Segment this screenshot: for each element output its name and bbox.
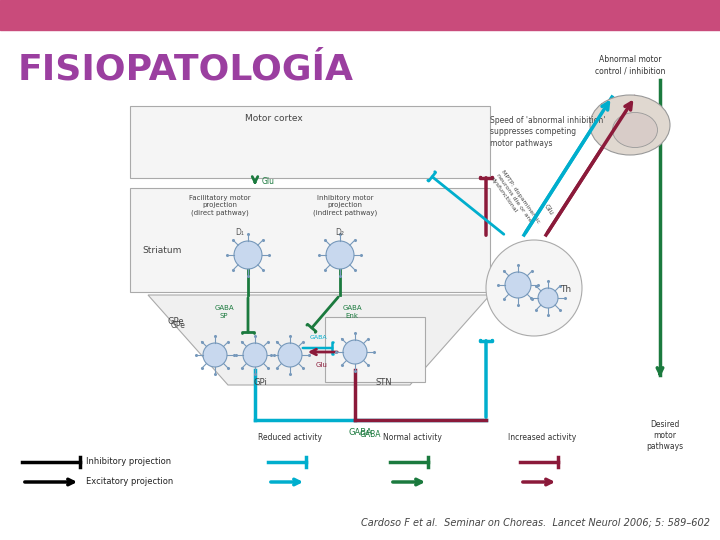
Circle shape xyxy=(278,343,302,367)
Text: GPi: GPi xyxy=(253,378,267,387)
Bar xyxy=(325,317,425,382)
Text: GABA: GABA xyxy=(348,428,372,437)
Text: GABA
Enk: GABA Enk xyxy=(342,306,362,319)
Text: Glu: Glu xyxy=(316,362,328,368)
Text: Inhibitory motor
projection
(indirect pathway): Inhibitory motor projection (indirect pa… xyxy=(313,195,377,217)
Text: GPe: GPe xyxy=(168,318,184,327)
Circle shape xyxy=(234,241,262,269)
Bar xyxy=(130,106,490,178)
Text: Normal activity: Normal activity xyxy=(382,433,441,442)
Circle shape xyxy=(243,343,267,367)
Text: Speed of 'abnormal inhibition'
suppresses competing
motor pathways: Speed of 'abnormal inhibition' suppresse… xyxy=(490,117,606,147)
Text: Glu: Glu xyxy=(543,204,554,217)
Circle shape xyxy=(326,241,354,269)
Text: D₂: D₂ xyxy=(336,228,344,237)
Ellipse shape xyxy=(613,112,657,147)
Polygon shape xyxy=(148,295,490,385)
Text: Abnormal motor
control / inhibition: Abnormal motor control / inhibition xyxy=(595,55,665,75)
Text: FISIOPATOLOGÍA: FISIOPATOLOGÍA xyxy=(18,52,354,86)
Circle shape xyxy=(203,343,227,367)
Bar xyxy=(130,188,490,292)
Bar xyxy=(0,0,720,30)
Text: Striatum: Striatum xyxy=(142,246,181,255)
Circle shape xyxy=(343,340,367,364)
Text: Cardoso F et al.  Seminar on Choreas.  Lancet Neurol 2006; 5: 589–602: Cardoso F et al. Seminar on Choreas. Lan… xyxy=(361,518,710,528)
Text: Excitatory projection: Excitatory projection xyxy=(86,477,174,487)
Text: Facilitatory motor
projection
(direct pathway): Facilitatory motor projection (direct pa… xyxy=(189,195,251,217)
Text: STN: STN xyxy=(375,378,392,387)
Text: D₁: D₁ xyxy=(235,228,244,237)
Circle shape xyxy=(486,240,582,336)
Text: GABA: GABA xyxy=(359,430,381,439)
Ellipse shape xyxy=(590,95,670,155)
Text: Increased activity: Increased activity xyxy=(508,433,576,442)
Circle shape xyxy=(505,272,531,298)
Text: Th: Th xyxy=(560,286,571,294)
Text: MPTP: dopaminergic
neurons die or are
dysfunctional: MPTP: dopaminergic neurons die or are dy… xyxy=(490,169,541,231)
Text: Desired
motor
pathways: Desired motor pathways xyxy=(647,420,683,451)
Text: GABA
SP: GABA SP xyxy=(214,306,234,319)
Circle shape xyxy=(538,288,558,308)
Text: Motor cortex: Motor cortex xyxy=(245,114,303,123)
Text: Inhibitory projection: Inhibitory projection xyxy=(86,457,171,467)
Text: Reduced activity: Reduced activity xyxy=(258,433,322,442)
Text: GABA: GABA xyxy=(309,335,327,340)
Text: GPe: GPe xyxy=(171,321,186,329)
Text: Glu: Glu xyxy=(262,178,275,186)
